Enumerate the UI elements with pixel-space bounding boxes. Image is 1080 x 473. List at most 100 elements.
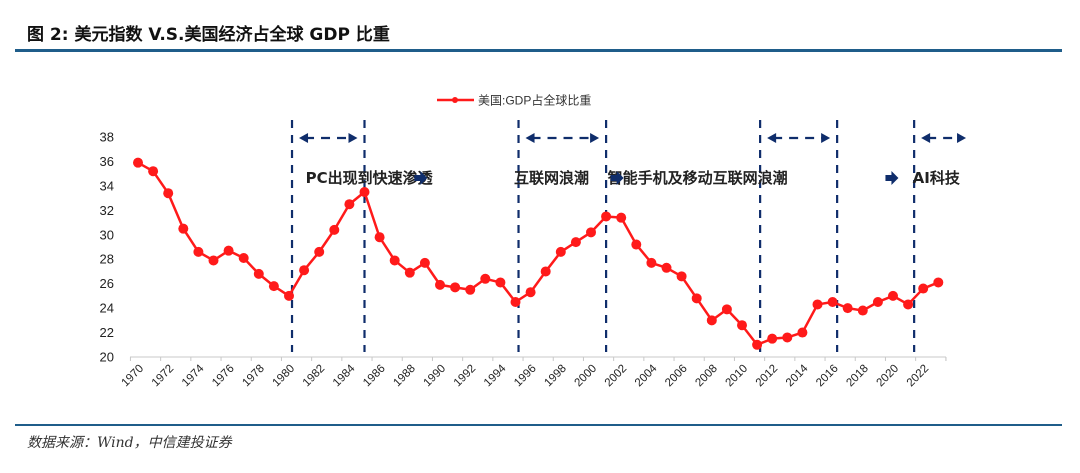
data-point [480, 273, 491, 284]
x-tick-label: 2000 [573, 363, 600, 390]
data-point [570, 237, 581, 248]
y-tick-label: 30 [100, 227, 114, 242]
data-point [208, 255, 219, 266]
y-tick-label: 38 [100, 130, 114, 145]
right-arrow-icon [610, 171, 624, 185]
arrow-right-head [957, 133, 967, 143]
data-point [389, 255, 400, 266]
data-point [525, 287, 536, 298]
y-tick-label: 34 [100, 178, 114, 193]
data-point [586, 227, 596, 238]
data-point [918, 283, 929, 294]
annotation-layer: PC出现到快速渗透 互联网浪潮 智能手机及移动互联网浪潮 AI科技 [299, 133, 967, 187]
data-point [359, 187, 370, 197]
x-tick-label: 2004 [633, 362, 660, 389]
arrow-right-head [590, 133, 600, 143]
data-point [933, 277, 944, 288]
data-point [450, 282, 461, 293]
x-tick-label: 2010 [724, 363, 751, 390]
x-tick-label: 1990 [422, 363, 449, 390]
arrow-left-head [525, 133, 535, 143]
data-point [435, 279, 445, 290]
series-layer [133, 157, 944, 350]
arrow-right-head [821, 133, 831, 143]
x-tick-label: 1988 [391, 363, 418, 390]
y-tick-label: 24 [100, 301, 114, 316]
x-tick-label: 2006 [663, 363, 690, 390]
data-point [888, 290, 898, 301]
data-point [238, 253, 249, 263]
data-point [178, 223, 189, 234]
x-tick-label: 2018 [844, 363, 871, 390]
y-tick-label: 22 [100, 325, 114, 340]
y-tick-label: 26 [100, 276, 114, 291]
data-point [148, 166, 159, 177]
y-axis: 20 22 24 26 28 30 32 34 36 38 [100, 130, 114, 365]
x-tick-label: 2022 [905, 363, 932, 390]
x-tick-label: 2020 [875, 363, 902, 390]
data-point [374, 232, 385, 243]
title-divider [15, 49, 1062, 52]
x-tick-label: 1970 [120, 363, 147, 390]
x-tick-label: 1992 [452, 363, 479, 390]
arrow-right-head [348, 133, 358, 143]
x-tick-label: 1976 [210, 363, 237, 390]
data-point [827, 297, 838, 307]
data-point [253, 268, 264, 279]
y-tick-label: 28 [100, 252, 114, 267]
data-point [737, 320, 747, 331]
data-point [223, 245, 234, 256]
data-point [555, 246, 566, 257]
data-point [842, 303, 853, 314]
x-tick-label: 1978 [240, 363, 267, 390]
data-point [193, 246, 204, 257]
x-tick-label: 1996 [512, 363, 539, 390]
data-point [903, 299, 914, 310]
data-point [721, 304, 732, 315]
data-point [284, 290, 294, 301]
data-point [344, 199, 355, 210]
data-point [797, 327, 808, 338]
legend-label: 美国:GDP占全球比重 [478, 93, 591, 108]
data-point [404, 267, 415, 278]
data-point [857, 305, 868, 316]
x-tick-label: 1982 [301, 363, 328, 390]
legend-dot-marker [452, 97, 458, 103]
x-axis: 1970 1972 1974 1976 1978 1980 1982 1984 1986 1988… [120, 356, 947, 390]
period-label: AI科技 [913, 169, 961, 187]
source-divider [15, 424, 1062, 426]
data-point [268, 281, 279, 292]
data-point [314, 246, 325, 257]
data-point [767, 333, 778, 344]
data-point [419, 257, 430, 268]
y-tick-label: 36 [100, 154, 114, 169]
legend: 美国:GDP占全球比重 [437, 93, 591, 108]
data-point [631, 239, 642, 250]
x-tick-label: 1980 [271, 363, 298, 390]
data-point [495, 277, 506, 288]
data-point [616, 212, 627, 223]
source-note: 数据来源：Wind，中信建投证券 [27, 435, 232, 451]
data-point [661, 262, 672, 273]
figure-title: 图 2: 美元指数 V.S.美国经济占全球 GDP 比重 [27, 25, 390, 45]
data-point [540, 266, 551, 277]
data-point [676, 271, 687, 282]
period-lines [290, 120, 916, 352]
x-tick-label: 2012 [754, 363, 781, 390]
arrow-left-head [921, 133, 931, 143]
arrow-left-head [299, 133, 309, 143]
data-point [329, 224, 340, 235]
period-label: 智能手机及移动互联网浪潮 [608, 169, 788, 187]
data-point [163, 188, 174, 199]
data-point [299, 265, 310, 276]
right-arrow-icon [885, 171, 899, 185]
data-point [752, 339, 763, 350]
data-point [812, 299, 823, 310]
series-line [137, 161, 939, 347]
data-point [691, 293, 702, 304]
x-tick-label: 2016 [814, 363, 841, 390]
period-label: 互联网浪潮 [514, 169, 589, 187]
x-tick-label: 1986 [361, 363, 388, 390]
x-tick-label: 1984 [331, 362, 358, 389]
